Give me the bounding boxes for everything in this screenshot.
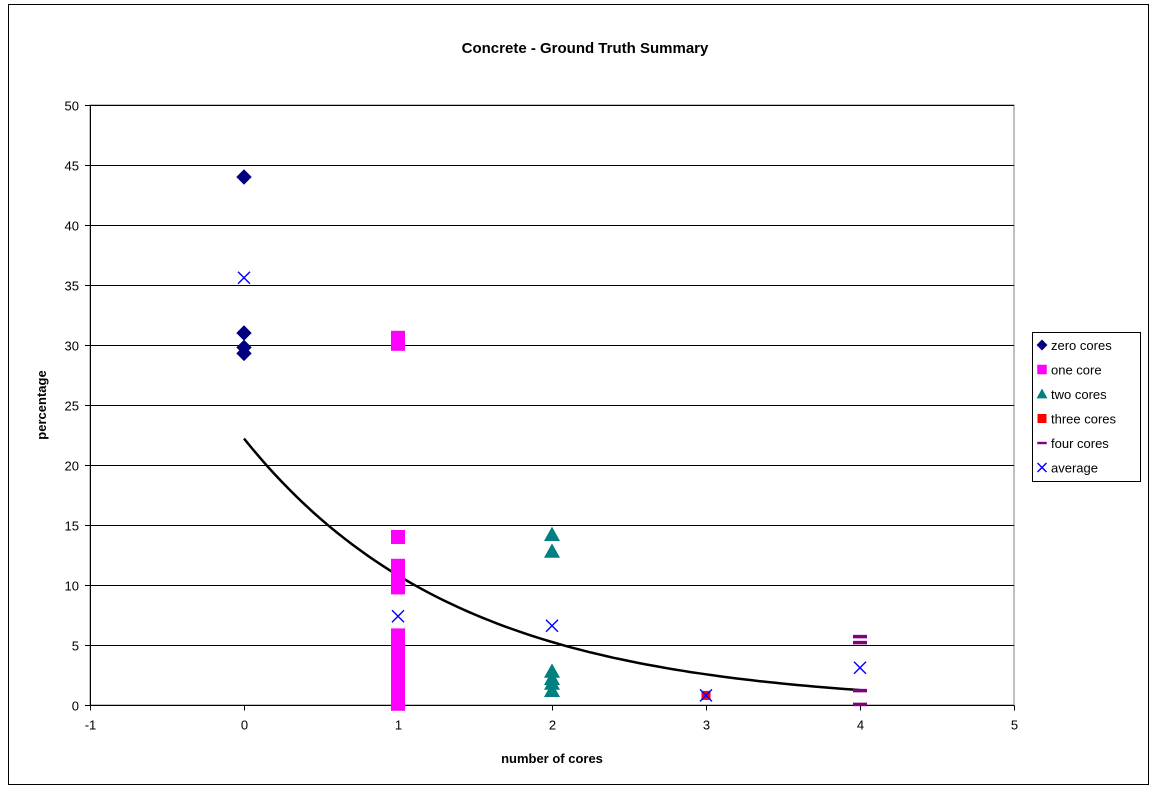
x-stroke [1037, 462, 1047, 473]
y-tick-label: 10 [65, 579, 79, 594]
data-point-four-cores [853, 702, 867, 707]
legend-label: average [1051, 461, 1098, 476]
legend-box [1032, 332, 1141, 482]
legend-label: three cores [1051, 412, 1117, 427]
legend-entries: zero cores one core two cores three cores fo… [1036, 338, 1117, 476]
data-point-average [699, 688, 713, 702]
legend-item-one-core: one core [1037, 363, 1102, 378]
x-stroke [853, 661, 867, 675]
x-stroke [237, 271, 251, 285]
trendline [243, 437, 861, 692]
data-point-four-cores [853, 688, 867, 693]
y-axis-label: percentage [34, 370, 49, 439]
data-point-zero-cores [236, 169, 252, 185]
x-tick-label: 0 [241, 718, 248, 733]
data-point-one-core [391, 636, 405, 651]
legend-item-zero-cores: zero cores [1036, 338, 1112, 353]
data-point-four-cores [853, 640, 867, 645]
legend-marker-two-cores [1036, 388, 1048, 399]
legend-item-three-cores: three cores [1037, 412, 1117, 427]
series-two-cores [544, 526, 560, 697]
data-point-average [391, 609, 405, 623]
x-axis-label: number of cores [501, 751, 603, 766]
data-point-two-cores [544, 526, 560, 541]
x-stroke [391, 609, 405, 623]
y-tick-label: 30 [65, 339, 79, 354]
legend-item-average: average [1037, 461, 1098, 476]
series-one-core [391, 330, 405, 711]
legend-label: zero cores [1051, 338, 1112, 353]
legend-label: two cores [1051, 387, 1107, 402]
legend: zero cores one core two cores three cores fo… [1032, 332, 1141, 482]
data-point-one-core [391, 580, 405, 595]
legend-marker-one-core [1037, 364, 1047, 375]
y-tick-label: 20 [65, 459, 79, 474]
data-point-one-core [391, 696, 405, 711]
x-tick-label: 5 [1011, 718, 1018, 733]
legend-marker-average [1037, 462, 1047, 473]
chart-title: Concrete - Ground Truth Summary [462, 40, 709, 57]
data-point-one-core [391, 336, 405, 351]
series-average [237, 271, 867, 702]
x-tick-label: 3 [703, 718, 710, 733]
x-tick-label: 1 [395, 718, 402, 733]
legend-label: one core [1051, 363, 1102, 378]
x-tick-label: 2 [549, 718, 556, 733]
y-tick-label: 40 [65, 219, 79, 234]
x-tick-label: -1 [85, 718, 97, 733]
legend-marker-four-cores [1037, 441, 1047, 445]
y-tick-label: 45 [65, 159, 79, 174]
legend-marker-zero-cores [1036, 339, 1048, 351]
data-points [236, 169, 867, 711]
series-four-cores [853, 634, 867, 707]
legend-item-four-cores: four cores [1037, 436, 1109, 451]
legend-marker-three-cores [1037, 414, 1047, 423]
trendline-group [243, 437, 861, 692]
x-stroke [699, 688, 713, 702]
data-point-average [237, 271, 251, 285]
series-zero-cores [236, 169, 252, 362]
y-tick-label: 0 [72, 699, 79, 714]
data-point-average [853, 661, 867, 675]
legend-item-two-cores: two cores [1036, 387, 1107, 402]
data-point-two-cores [544, 543, 560, 558]
legend-label: four cores [1051, 436, 1109, 451]
x-stroke [545, 619, 559, 633]
y-tick-label: 15 [65, 519, 79, 534]
y-tick-label: 50 [65, 99, 79, 114]
data-point-two-cores [544, 682, 560, 697]
data-point-four-cores [853, 634, 867, 639]
y-tick-label: 25 [65, 399, 79, 414]
x-tick-label: 4 [857, 718, 864, 733]
y-tick-label: 5 [72, 639, 79, 654]
data-point-zero-cores [236, 345, 252, 362]
data-point-average [545, 619, 559, 633]
data-point-one-core [391, 530, 405, 544]
y-tick-label: 35 [65, 279, 79, 294]
